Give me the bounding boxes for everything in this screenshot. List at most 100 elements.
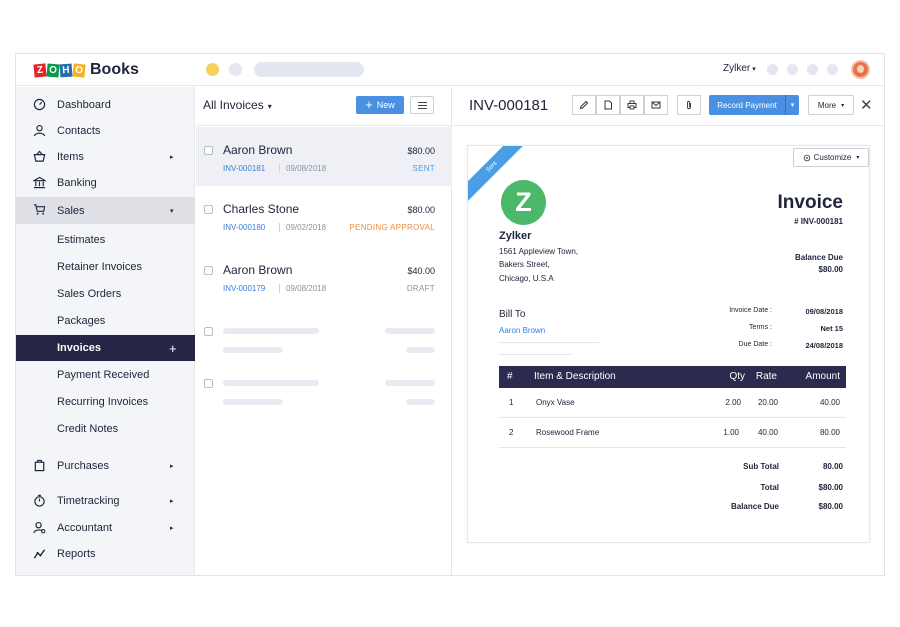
search-bar-placeholder[interactable] <box>254 62 364 77</box>
record-payment-button[interactable]: Record Payment <box>709 95 785 115</box>
sidebar-item-sales[interactable]: Sales ▾ <box>16 197 195 224</box>
items-icon <box>33 150 46 162</box>
sidebar-item-label: Timetracking <box>57 495 120 507</box>
sidebar-item-label: Estimates <box>57 234 106 246</box>
sidebar-item-sales-orders[interactable]: Sales Orders <box>16 281 195 307</box>
status-badge: SENT <box>412 164 435 173</box>
zoho-books-logo[interactable]: Z O H O Books <box>33 60 139 80</box>
invoice-number: INV-000179 <box>223 284 266 293</box>
invoice-date: 09/08/2018 <box>279 164 326 173</box>
invoice-date: 09/08/2018 <box>279 284 326 293</box>
notification-icon[interactable] <box>767 64 778 75</box>
sidebar-item-retainer-invoices[interactable]: Retainer Invoices <box>16 254 195 280</box>
list-header: All Invoices ▾ + New <box>196 87 452 126</box>
sidebar-item-banking[interactable]: Banking <box>16 170 195 196</box>
total-value: $80.00 <box>818 483 843 492</box>
chevron-down-icon: ▾ <box>841 102 845 109</box>
line-items-header: # Item & Description Qty Rate Amount <box>499 366 846 388</box>
edit-button[interactable] <box>572 95 596 115</box>
sidebar-item-dashboard[interactable]: Dashboard <box>16 92 195 118</box>
sidebar-item-timetracking[interactable]: Timetracking ▸ <box>16 488 195 514</box>
help-icon[interactable] <box>787 64 798 75</box>
column-header: Rate <box>755 371 777 382</box>
pdf-button[interactable] <box>596 95 620 115</box>
chevron-right-icon: ▸ <box>170 154 174 161</box>
dashboard-icon <box>33 98 46 111</box>
attach-button[interactable] <box>677 95 701 115</box>
address-line: Chicago, U.S.A <box>499 274 554 283</box>
status-badge: DRAFT <box>406 284 435 293</box>
sidebar-item-label: Banking <box>57 177 97 189</box>
sidebar-item-label: Retainer Invoices <box>57 261 142 273</box>
sidebar-item-label: Accountant <box>57 522 113 534</box>
sidebar-item-label: Dashboard <box>57 99 111 111</box>
sidebar-item-invoices[interactable]: Invoices + <box>16 335 195 361</box>
new-invoice-button[interactable]: + New <box>356 96 404 114</box>
close-icon[interactable]: ✕ <box>860 97 873 114</box>
timer-icon <box>34 494 45 507</box>
more-button[interactable]: More ▾ <box>808 95 854 115</box>
invoice-detail-pane: INV-000181 Record Payment ▾ More ▾ ✕ Sent <box>453 87 884 575</box>
customer-name: Aaron Brown <box>223 143 293 157</box>
invoice-row[interactable]: Charles Stone $80.00 INV-000180 09/02/20… <box>196 186 452 245</box>
invoice-date-value: 09/08/2018 <box>805 307 843 316</box>
invoice-number: # INV-000181 <box>794 217 843 226</box>
sidebar-item-payment-received[interactable]: Payment Received <box>16 362 195 388</box>
sidebar-item-label: Items <box>57 151 84 163</box>
sidebar-item-label: Payment Received <box>57 369 150 381</box>
sidebar-item-items[interactable]: Items ▸ <box>16 144 195 170</box>
invoice-date-label: Invoice Date : <box>729 307 772 314</box>
due-date-value: 24/08/2018 <box>805 341 843 350</box>
paperclip-icon <box>687 100 691 110</box>
top-bar: Z O H O Books Zylker ▾ <box>16 54 884 86</box>
record-payment-dropdown[interactable]: ▾ <box>785 95 799 115</box>
total-label: Total <box>760 483 779 492</box>
sidebar-item-label: Credit Notes <box>57 423 119 435</box>
sidebar-item-estimates[interactable]: Estimates <box>16 227 195 253</box>
row-checkbox[interactable] <box>204 146 213 155</box>
sidebar: Dashboard Contacts Items ▸ Banking Sales… <box>16 87 195 575</box>
invoice-list-pane: All Invoices ▾ + New Aaron Brown $80.00 IN… <box>196 87 452 575</box>
line-amount: 80.00 <box>819 428 840 437</box>
org-switcher[interactable]: Zylker ▾ <box>723 63 756 74</box>
print-button[interactable] <box>620 95 644 115</box>
customer-name: Charles Stone <box>223 202 300 216</box>
subtotal-value: 80.00 <box>822 462 843 471</box>
list-menu-button[interactable] <box>410 96 434 114</box>
sidebar-item-reports[interactable]: Reports <box>16 541 195 567</box>
avatar[interactable] <box>851 60 870 79</box>
cart-icon <box>33 204 46 215</box>
add-invoice-icon[interactable]: + <box>169 340 177 356</box>
sidebar-item-packages[interactable]: Packages <box>16 308 195 334</box>
hamburger-icon <box>418 102 427 103</box>
row-checkbox[interactable] <box>204 266 213 275</box>
line-qty: 2.00 <box>725 398 741 407</box>
sidebar-item-recurring-invoices[interactable]: Recurring Invoices <box>16 389 195 415</box>
column-header: # <box>507 371 513 382</box>
balance-due-amount: $80.00 <box>818 265 843 274</box>
company-name: Zylker <box>499 230 532 242</box>
apps-icon[interactable] <box>827 64 838 75</box>
due-date-label: Due Date : <box>738 341 772 348</box>
sidebar-item-accountant[interactable]: Accountant ▸ <box>16 515 195 541</box>
invoice-row[interactable]: Aaron Brown $80.00 INV-000181 09/08/2018… <box>196 127 452 186</box>
balance-due-label: Balance Due <box>794 253 843 262</box>
email-button[interactable] <box>644 95 668 115</box>
chevron-right-icon: ▸ <box>170 525 174 532</box>
row-checkbox <box>204 327 213 336</box>
sidebar-item-purchases[interactable]: Purchases ▸ <box>16 453 195 479</box>
purchases-icon <box>34 459 45 472</box>
line-item-name: Onyx Vase <box>536 398 575 407</box>
customize-button[interactable]: Customize ▾ <box>793 148 869 167</box>
sidebar-item-contacts[interactable]: Contacts <box>16 118 195 144</box>
column-header: Qty <box>729 371 745 382</box>
line-amount: 40.00 <box>819 398 840 407</box>
row-checkbox[interactable] <box>204 205 213 214</box>
chevron-down-icon: ▾ <box>170 207 174 215</box>
sidebar-item-credit-notes[interactable]: Credit Notes <box>16 416 195 442</box>
product-name: Books <box>90 61 139 78</box>
settings-icon[interactable] <box>807 64 818 75</box>
bill-to-customer[interactable]: Aaron Brown <box>499 326 546 335</box>
invoice-row[interactable]: Aaron Brown $40.00 INV-000179 09/08/2018… <box>196 247 452 306</box>
view-selector[interactable]: All Invoices ▾ <box>203 98 272 112</box>
